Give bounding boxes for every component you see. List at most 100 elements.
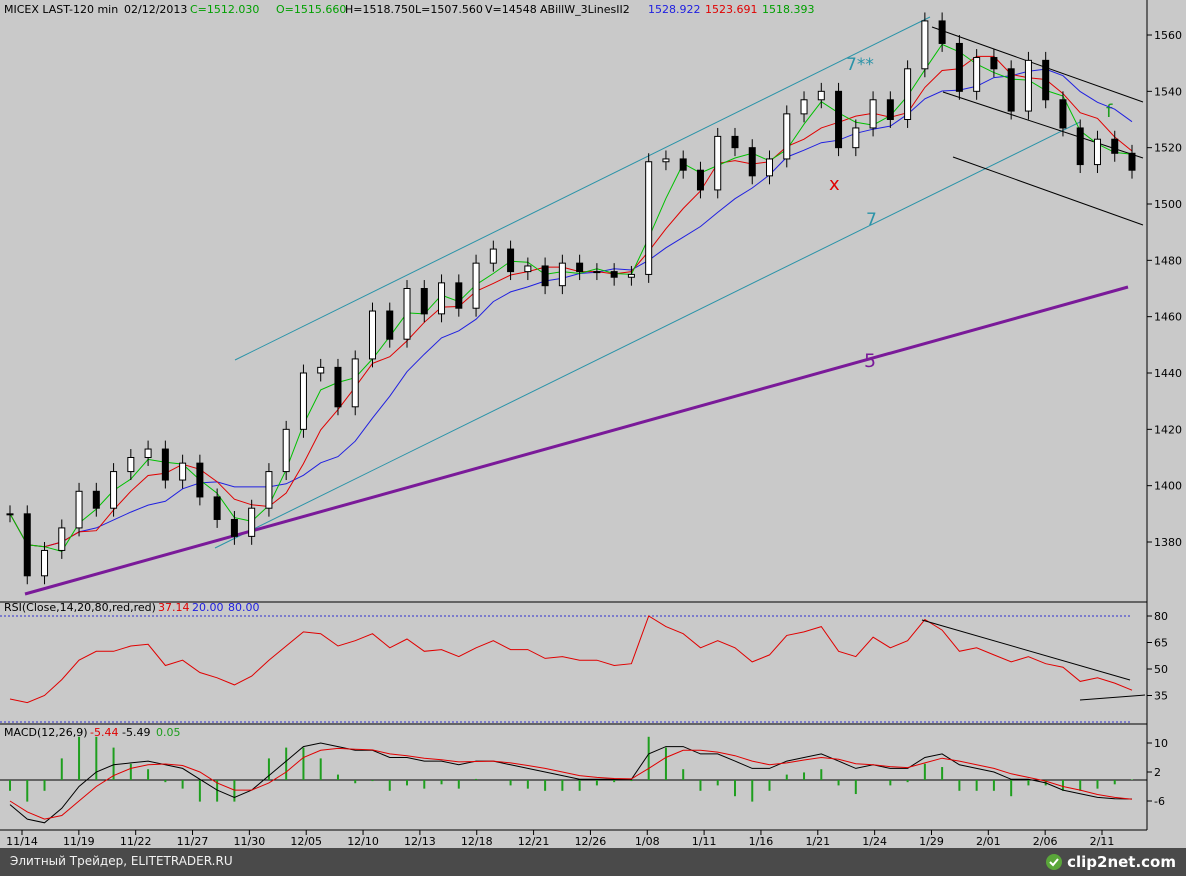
time-tick-label: 1/08	[635, 835, 660, 848]
time-tick-label: 1/21	[805, 835, 830, 848]
candle-body	[973, 57, 981, 92]
candle-body	[990, 57, 998, 70]
chart-background	[0, 0, 1186, 848]
date-label: 02/12/2013	[124, 3, 187, 16]
candle-body	[627, 273, 635, 278]
wave-7-star-label: 7**	[846, 55, 874, 75]
time-tick-label: 12/18	[461, 835, 493, 848]
high-label: H=1518.750	[345, 3, 415, 16]
price-tick-label: 1460	[1154, 311, 1182, 324]
candle-body	[438, 282, 446, 315]
candle-body	[420, 288, 428, 315]
candle-body	[1093, 138, 1101, 166]
time-tick-label: 11/27	[177, 835, 209, 848]
price-tick-label: 1380	[1154, 536, 1182, 549]
footer-bar: Элитный Трейдер, ELITETRADER.RU clip2net…	[0, 848, 1186, 876]
indicator-value-2: 1523.691	[705, 3, 758, 16]
upper-channel-line[interactable]	[234, 16, 931, 361]
time-tick-label: 1/24	[862, 835, 887, 848]
candle-body	[921, 20, 929, 70]
time-tick-label: 2/11	[1090, 835, 1115, 848]
time-tick-label: 12/21	[518, 835, 550, 848]
rsi-level-low: 20.00	[192, 601, 224, 614]
candle-body	[1076, 127, 1084, 166]
rsi-trend-line-bottom[interactable]	[1079, 694, 1146, 701]
candle-body	[110, 471, 118, 509]
candle-body	[58, 527, 66, 551]
time-tick-label: 11/30	[234, 835, 266, 848]
macd-hist-value: 0.05	[156, 726, 181, 739]
lower-channel-line[interactable]	[214, 121, 1081, 549]
candle-body	[817, 90, 825, 101]
macd-histogram	[9, 736, 1133, 802]
candle-body	[645, 161, 653, 275]
price-tick-label: 1540	[1154, 85, 1182, 98]
candle-body	[127, 457, 135, 473]
candle-body	[558, 262, 566, 287]
candle-body	[541, 265, 549, 287]
rsi-trend-line-top[interactable]	[921, 619, 1131, 681]
symbol-label: MICEX LAST-120 min	[4, 3, 118, 16]
candle-body	[351, 358, 359, 408]
candles	[6, 12, 1136, 585]
time-tick-label: 12/05	[290, 835, 322, 848]
candle-body	[41, 549, 49, 577]
macd-signal-line	[9, 747, 1133, 820]
clip2net-brand[interactable]: clip2net.com	[1045, 851, 1176, 873]
candle-body	[593, 271, 601, 274]
candle-body	[489, 248, 497, 264]
candle-body	[6, 513, 14, 516]
rsi-tick-label: 65	[1154, 637, 1168, 650]
price-tick-label: 1560	[1154, 29, 1182, 42]
footer-credit: Элитный Трейдер, ELITETRADER.RU	[10, 854, 233, 868]
rsi-header-label: RSI(Close,14,20,80,red,red)	[4, 601, 156, 614]
brand-text: clip2net.com	[1067, 853, 1176, 871]
candle-body	[334, 366, 342, 408]
time-tick-label: 1/29	[919, 835, 944, 848]
descending-channel-mid[interactable]	[942, 91, 1144, 159]
candle-body	[938, 20, 946, 44]
candle-body	[317, 366, 325, 374]
time-axis: 11/14 11/19 11/22 11/27 11/30 12/05 12/10 12/13…	[6, 830, 1114, 848]
rsi-axis: 35 50 65 80	[1147, 610, 1168, 703]
price-axis: 1380 1400 1420 1440 1460 1480 1500 1520 1540 1560	[1147, 29, 1182, 549]
price-tick-label: 1520	[1154, 142, 1182, 155]
candle-body	[265, 471, 273, 509]
candle-body	[869, 99, 877, 129]
macd-tick-label: -6	[1154, 795, 1165, 808]
price-tick-label: 1500	[1154, 198, 1182, 211]
rsi-tick-label: 35	[1154, 690, 1168, 703]
rsi-line	[9, 615, 1133, 704]
macd-tick-label: 10	[1154, 737, 1168, 750]
rsi-level-high: 80.00	[228, 601, 260, 614]
candle-body	[800, 99, 808, 115]
candle-body	[662, 158, 670, 163]
candle-body	[75, 490, 83, 529]
candle-body	[386, 310, 394, 340]
wave5-trend-line[interactable]	[24, 285, 1129, 596]
price-chart[interactable]: MICEX LAST-120 min 02/12/2013 C=1512.030…	[0, 0, 1186, 848]
wave-5-label: 5	[864, 350, 876, 372]
price-tick-label: 1400	[1154, 480, 1182, 493]
time-tick-label: 11/14	[6, 835, 38, 848]
candle-body	[455, 282, 463, 309]
time-tick-label: 2/01	[976, 835, 1001, 848]
price-tick-label: 1480	[1154, 254, 1182, 267]
candle-body	[835, 90, 843, 149]
candle-body	[524, 265, 532, 273]
candle-body	[23, 513, 31, 577]
candle-body	[576, 262, 584, 273]
candle-body	[213, 496, 221, 520]
candle-body	[144, 448, 152, 458]
candle-body	[955, 42, 963, 92]
price-tick-label: 1440	[1154, 367, 1182, 380]
candle-body	[161, 448, 169, 481]
candle-body	[248, 507, 256, 537]
candle-body	[1059, 99, 1067, 129]
wave-f-label: f	[1106, 101, 1113, 122]
close-label: C=1512.030	[190, 3, 259, 16]
candle-body	[714, 135, 722, 191]
descending-channel-top[interactable]	[931, 26, 1144, 103]
descending-channel-bottom[interactable]	[952, 156, 1144, 226]
macd-line	[9, 742, 1133, 824]
